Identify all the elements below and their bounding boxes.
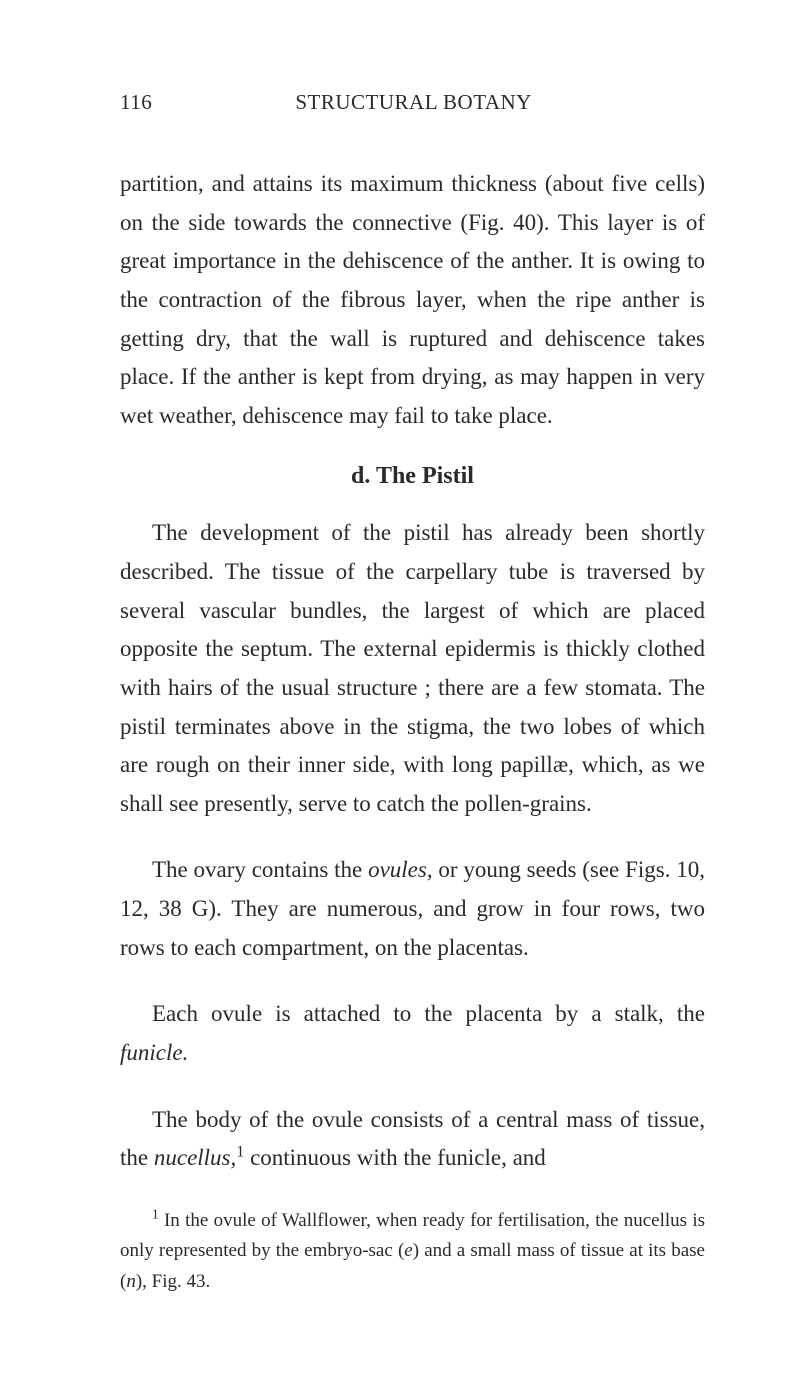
p5-italic-1: nucellus, <box>154 1145 236 1170</box>
paragraph-4: Each ovule is attached to the placenta b… <box>120 995 705 1072</box>
page-header: 116 STRUCTURAL BOTANY <box>120 90 705 115</box>
footnote-text-3: ), Fig. 43. <box>136 1271 210 1292</box>
p5-text-2: continuous with the funicle, and <box>244 1145 546 1170</box>
paragraph-3: The ovary contains the ovules, or young … <box>120 851 705 967</box>
footnote-italic-1: e <box>404 1240 412 1261</box>
section-heading: d. The Pistil <box>120 463 705 490</box>
paragraph-5: The body of the ovule consists of a cent… <box>120 1101 705 1178</box>
footnote: 1 In the ovule of Wallflower, when ready… <box>120 1206 705 1297</box>
footnote-italic-2: n <box>126 1271 136 1292</box>
p4-text-1: Each ovule is attached to the placenta b… <box>152 1001 705 1026</box>
header-spacer <box>675 90 705 115</box>
footnote-superscript: 1 <box>152 1206 159 1221</box>
page-container: 116 STRUCTURAL BOTANY partition, and att… <box>0 0 800 1397</box>
p4-italic-1: funicle. <box>120 1040 188 1065</box>
p3-italic-1: ovules, <box>368 857 433 882</box>
paragraph-1: partition, and attains its maximum thick… <box>120 165 705 435</box>
paragraph-2: The development of the pistil has alread… <box>120 514 705 823</box>
page-number: 116 <box>120 90 152 115</box>
p3-text-1: The ovary contains the <box>152 857 368 882</box>
running-title: STRUCTURAL BOTANY <box>295 90 531 115</box>
